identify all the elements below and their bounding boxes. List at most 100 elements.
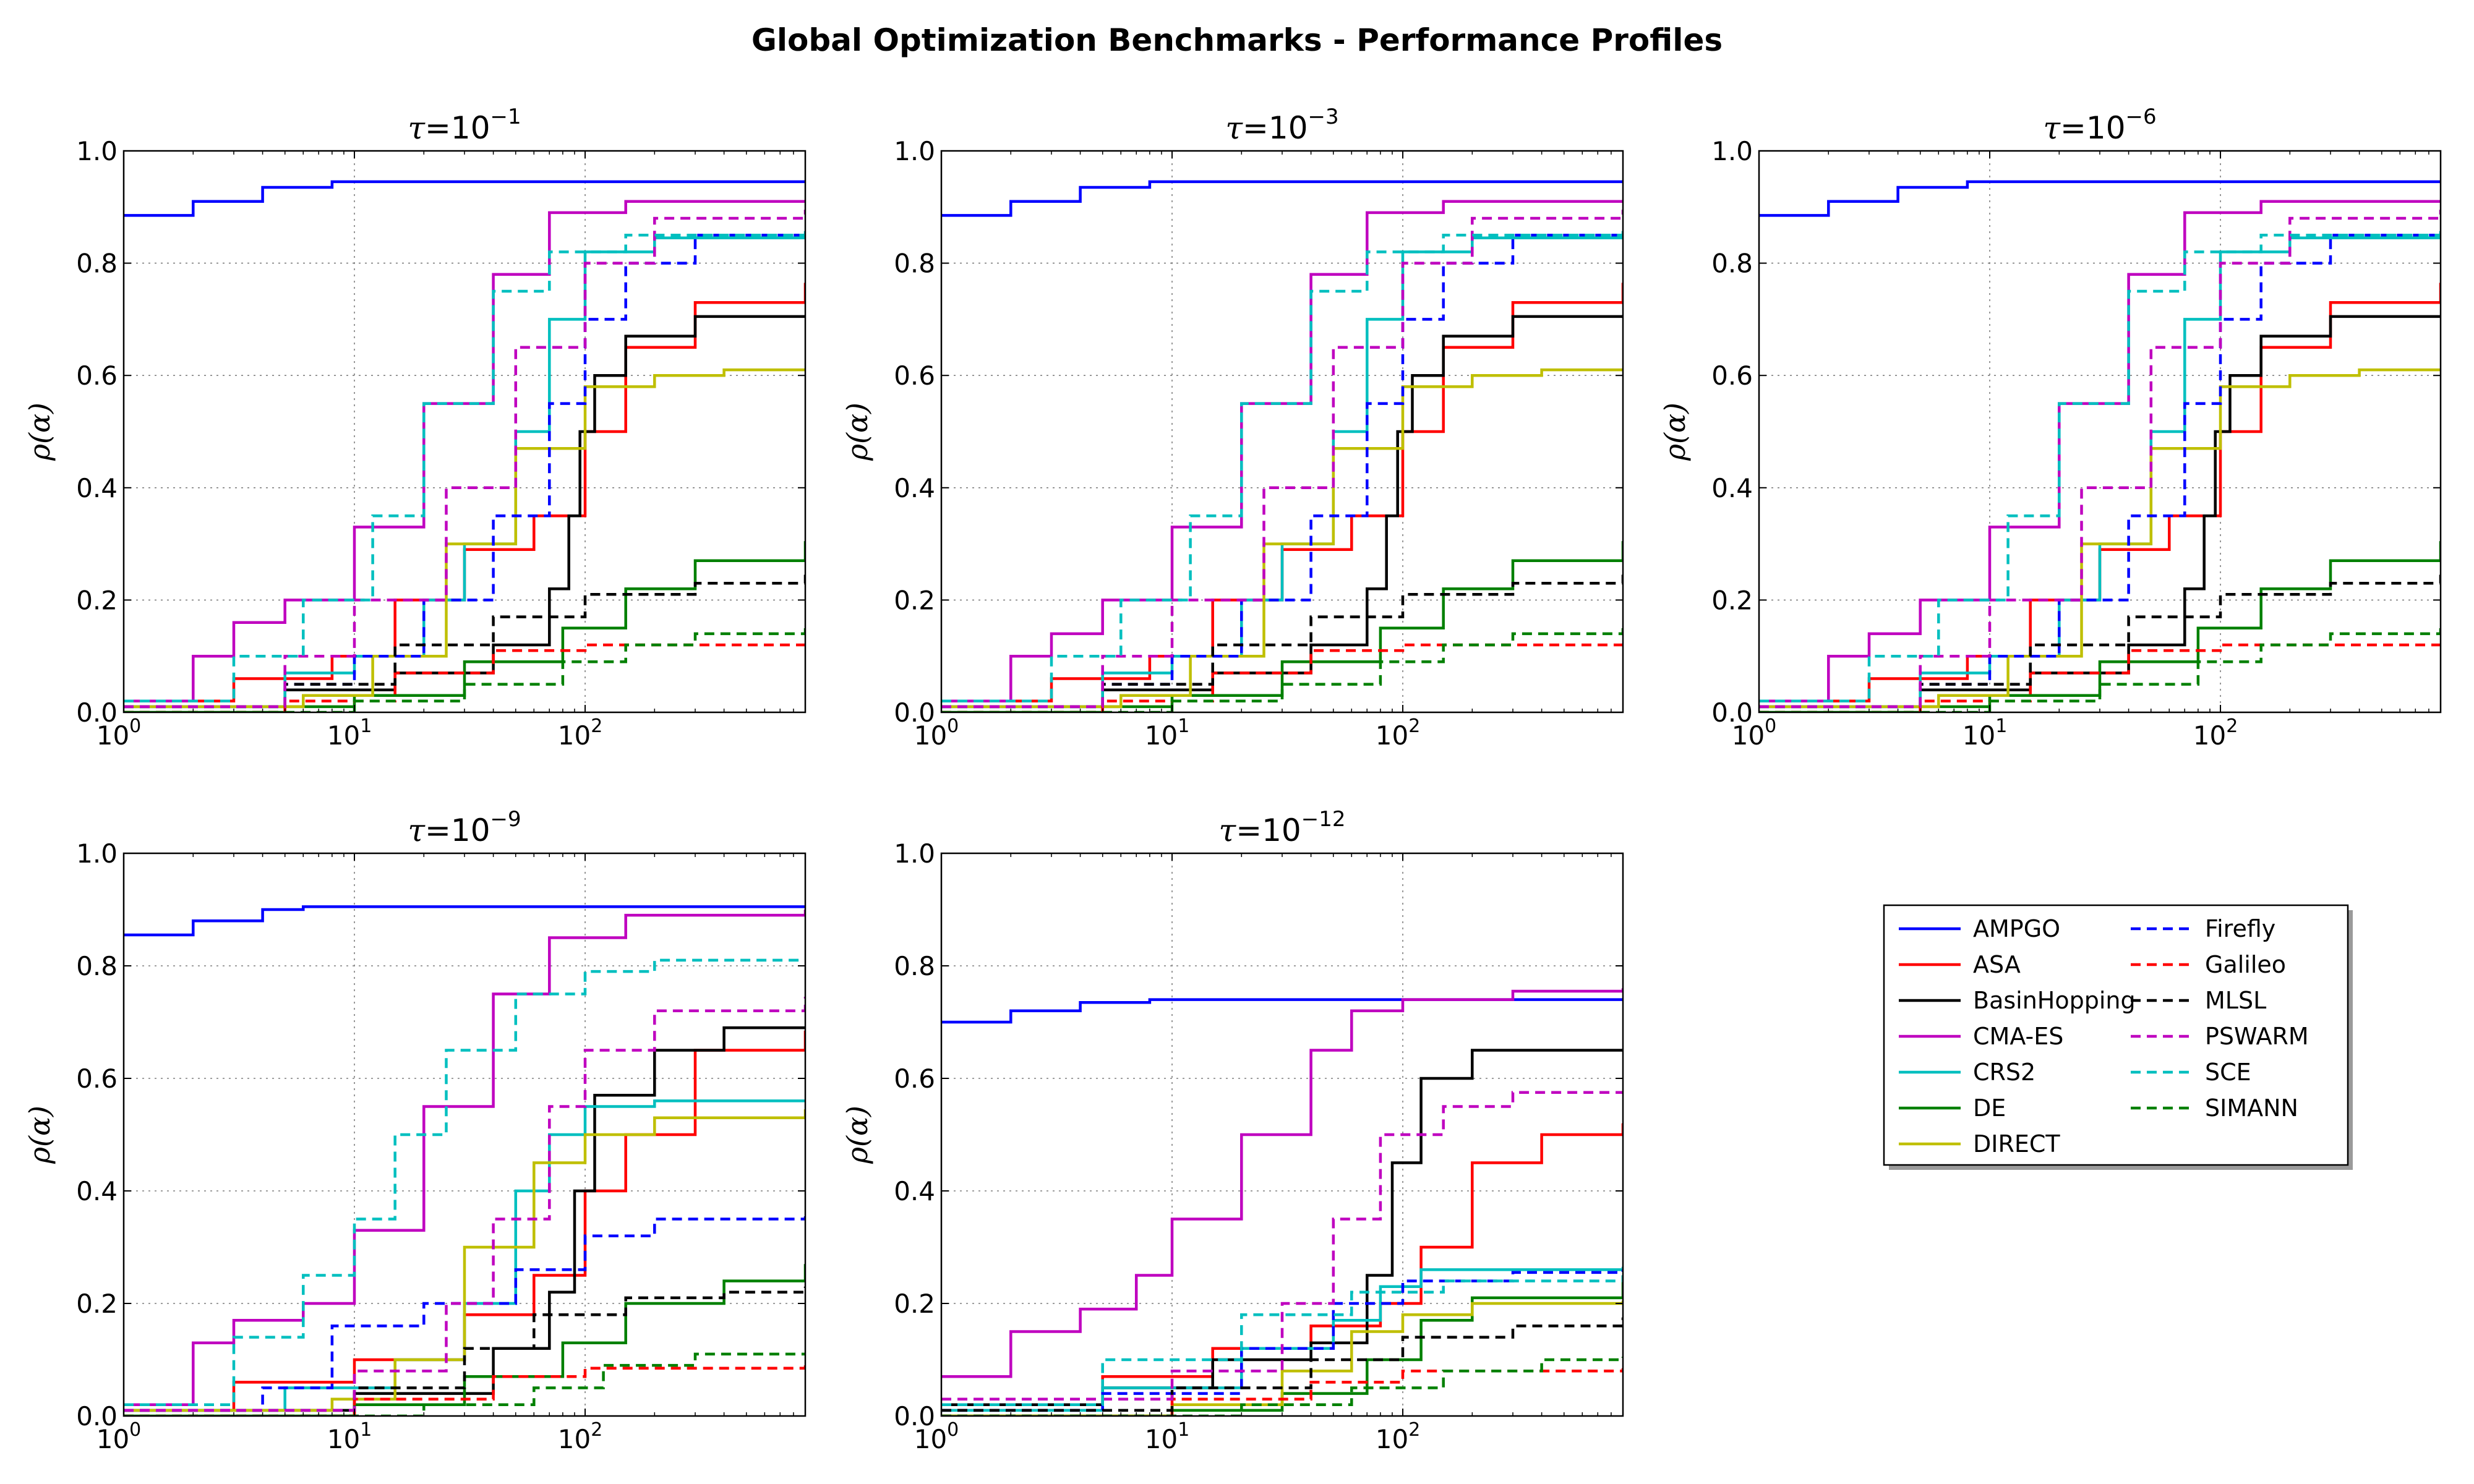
series-line-simann [941, 1357, 1623, 1416]
panel-title-base: =10 [1236, 812, 1301, 848]
series-line-direct [1759, 368, 2441, 709]
series-line-mlsl [124, 1286, 805, 1412]
panel-title-base: =10 [425, 110, 490, 146]
series-line-pswarm [941, 1091, 1623, 1401]
legend-label: ASA [1973, 951, 2021, 978]
y-tick-label: 0.0 [76, 697, 118, 728]
x-tick-exponent: 1 [360, 715, 372, 737]
series-group [941, 988, 1623, 1416]
y-axis-label: ρ(α) [1658, 403, 1692, 461]
x-tick-exponent: 2 [1408, 715, 1420, 737]
series-line-sce [941, 1275, 1623, 1407]
x-tick-exponent: 0 [947, 715, 959, 737]
series-line-asa [941, 283, 1623, 703]
x-tick-exponent: 1 [1178, 1419, 1189, 1441]
y-tick-label: 0.6 [76, 1064, 118, 1094]
series-line-cma-es [124, 200, 805, 703]
series-line-cma-es [941, 988, 1623, 1378]
legend-box [1883, 904, 2349, 1166]
series-line-ampgo [124, 905, 805, 937]
panel-title-tau: τ [1225, 110, 1243, 146]
panel-title-exponent: −1 [490, 104, 521, 129]
series-line-ampgo [1759, 180, 2441, 217]
y-tick-label: 1.0 [76, 838, 118, 869]
figure-title: Global Optimization Benchmarks - Perform… [751, 22, 1723, 58]
y-tick-label: 0.2 [894, 1289, 935, 1319]
y-tick-label: 0.6 [1711, 360, 1753, 391]
y-axis-label: ρ(α) [841, 1106, 874, 1164]
legend-label: Galileo [2205, 951, 2286, 978]
legend-label: SIMANN [2205, 1094, 2298, 1122]
y-tick-label: 1.0 [76, 136, 118, 166]
y-axis-label: ρ(α) [23, 1106, 56, 1164]
y-tick-label: 1.0 [894, 838, 935, 869]
panel-title-exponent: −12 [1301, 807, 1346, 832]
plot-background [1759, 151, 2441, 712]
y-axis-label: ρ(α) [841, 403, 874, 461]
series-line-pswarm [941, 210, 1623, 709]
legend-label: Firefly [2205, 915, 2275, 942]
y-tick-label: 0.8 [76, 951, 118, 981]
series-line-asa [1759, 283, 2441, 703]
series-line-simann [124, 1352, 805, 1416]
x-tick-exponent: 2 [591, 1419, 602, 1441]
y-tick-label: 0.0 [76, 1401, 118, 1431]
series-line-sce [124, 229, 805, 703]
x-tick-exponent: 0 [129, 1419, 141, 1441]
x-tick-exponent: 0 [1765, 715, 1776, 737]
y-tick-label: 0.2 [76, 1289, 118, 1319]
panel-title-exponent: −9 [490, 807, 521, 832]
panel-title-tau: τ [1219, 812, 1237, 848]
panel-title: τ=10−9 [408, 807, 521, 848]
panel-title-exponent: −3 [1308, 104, 1339, 129]
legend-label: AMPGO [1973, 915, 2060, 942]
panel-title-base: =10 [2060, 110, 2126, 146]
plot-background [124, 151, 805, 712]
series-line-direct [124, 368, 805, 709]
panel-title-base: =10 [425, 812, 490, 848]
y-tick-label: 0.8 [1711, 249, 1753, 279]
y-tick-label: 0.2 [76, 585, 118, 615]
series-line-ampgo [941, 998, 1623, 1024]
y-tick-label: 0.0 [894, 1401, 935, 1431]
y-tick-label: 0.4 [894, 473, 935, 503]
series-line-asa [124, 283, 805, 703]
series-group [941, 180, 1623, 712]
x-tick-exponent: 0 [129, 715, 141, 737]
series-line-firefly [124, 1216, 805, 1412]
panel-title: τ=10−3 [1225, 104, 1338, 146]
x-tick-exponent: 0 [947, 1419, 959, 1441]
x-tick-label: 101 [327, 1419, 372, 1454]
y-tick-label: 1.0 [1711, 136, 1753, 166]
y-tick-label: 0.8 [894, 249, 935, 279]
y-tick-label: 0.4 [894, 1176, 935, 1206]
x-tick-exponent: 2 [1408, 1419, 1420, 1441]
legend-label: CMA-ES [1973, 1023, 2063, 1050]
series-line-galileo [124, 1365, 805, 1416]
x-tick-label: 100 [914, 1419, 959, 1454]
legend-label: MLSL [2205, 987, 2266, 1014]
series-line-sce [1759, 229, 2441, 703]
series-line-cma-es [124, 910, 805, 1407]
series-line-direct [941, 368, 1623, 709]
y-tick-label: 0.8 [76, 249, 118, 279]
y-tick-label: 0.6 [76, 360, 118, 391]
series-line-sce [124, 958, 805, 1407]
series-line-pswarm [124, 997, 805, 1412]
series-line-pswarm [1759, 210, 2441, 709]
y-tick-label: 1.0 [894, 136, 935, 166]
series-line-ampgo [124, 180, 805, 217]
series-line-galileo [941, 1368, 1623, 1416]
plot-background [941, 151, 1623, 712]
panel-title-exponent: −6 [2126, 104, 2157, 129]
x-tick-exponent: 1 [1178, 715, 1189, 737]
series-group [124, 180, 805, 712]
y-tick-label: 0.4 [76, 1176, 118, 1206]
panel-title-tau: τ [2043, 110, 2061, 146]
x-tick-exponent: 2 [2226, 715, 2238, 737]
series-group [124, 905, 805, 1416]
series-line-asa [124, 1030, 805, 1412]
